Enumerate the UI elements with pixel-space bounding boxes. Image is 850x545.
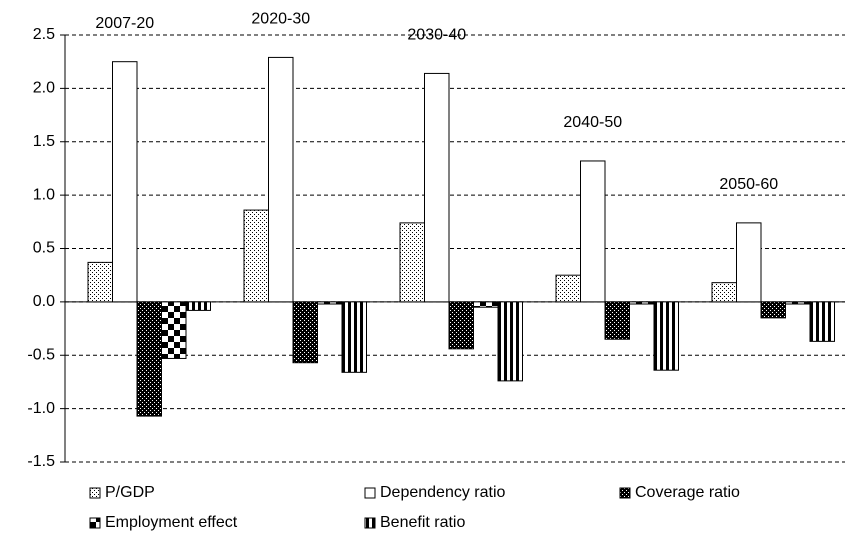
- bar: [473, 301, 499, 308]
- bar: [580, 160, 606, 303]
- category-label: 2030-40: [407, 27, 466, 44]
- bar: [424, 72, 450, 303]
- category-label: 2007-20: [95, 15, 154, 32]
- y-tick-label: -1.0: [27, 400, 55, 417]
- bar: [161, 301, 187, 359]
- y-tick-label: 0.5: [33, 240, 55, 257]
- legend-swatch: [364, 517, 376, 529]
- bar: [809, 301, 835, 342]
- bar: [87, 261, 113, 303]
- category-label: 2040-50: [563, 114, 622, 131]
- bar: [760, 301, 786, 319]
- bar: [399, 222, 425, 303]
- bar: [653, 301, 679, 371]
- bar: [604, 301, 630, 340]
- y-tick-label: 1.0: [33, 186, 55, 203]
- y-tick-label: 2.5: [33, 26, 55, 43]
- bar: [555, 274, 581, 303]
- legend-swatch: [89, 517, 101, 529]
- bar: [497, 301, 523, 382]
- legend-label: P/GDP: [105, 484, 155, 501]
- bar: [136, 301, 162, 417]
- bar: [785, 301, 811, 305]
- bar: [448, 301, 474, 350]
- y-tick-label: -1.5: [27, 453, 55, 470]
- bar: [268, 56, 294, 303]
- legend-label: Dependency ratio: [380, 484, 506, 501]
- legend-swatch: [619, 487, 631, 499]
- bar: [112, 61, 138, 303]
- y-tick-label: 0.0: [33, 293, 55, 310]
- y-tick-label: 2.0: [33, 80, 55, 97]
- bar: [317, 301, 343, 305]
- legend-swatch: [89, 487, 101, 499]
- bar: [341, 301, 367, 373]
- bar: [711, 282, 737, 303]
- category-label: 2050-60: [719, 176, 778, 193]
- bar: [629, 301, 655, 305]
- y-tick-label: -0.5: [27, 346, 55, 363]
- legend-label: Employment effect: [105, 514, 238, 531]
- bar: [736, 222, 762, 303]
- y-tick-label: 1.5: [33, 133, 55, 150]
- bar: [185, 301, 211, 311]
- bar: [292, 301, 318, 364]
- legend-label: Coverage ratio: [635, 484, 740, 501]
- category-label: 2020-30: [251, 11, 310, 28]
- legend-label: Benefit ratio: [380, 514, 465, 531]
- bar: [243, 209, 269, 303]
- legend-swatch: [364, 487, 376, 499]
